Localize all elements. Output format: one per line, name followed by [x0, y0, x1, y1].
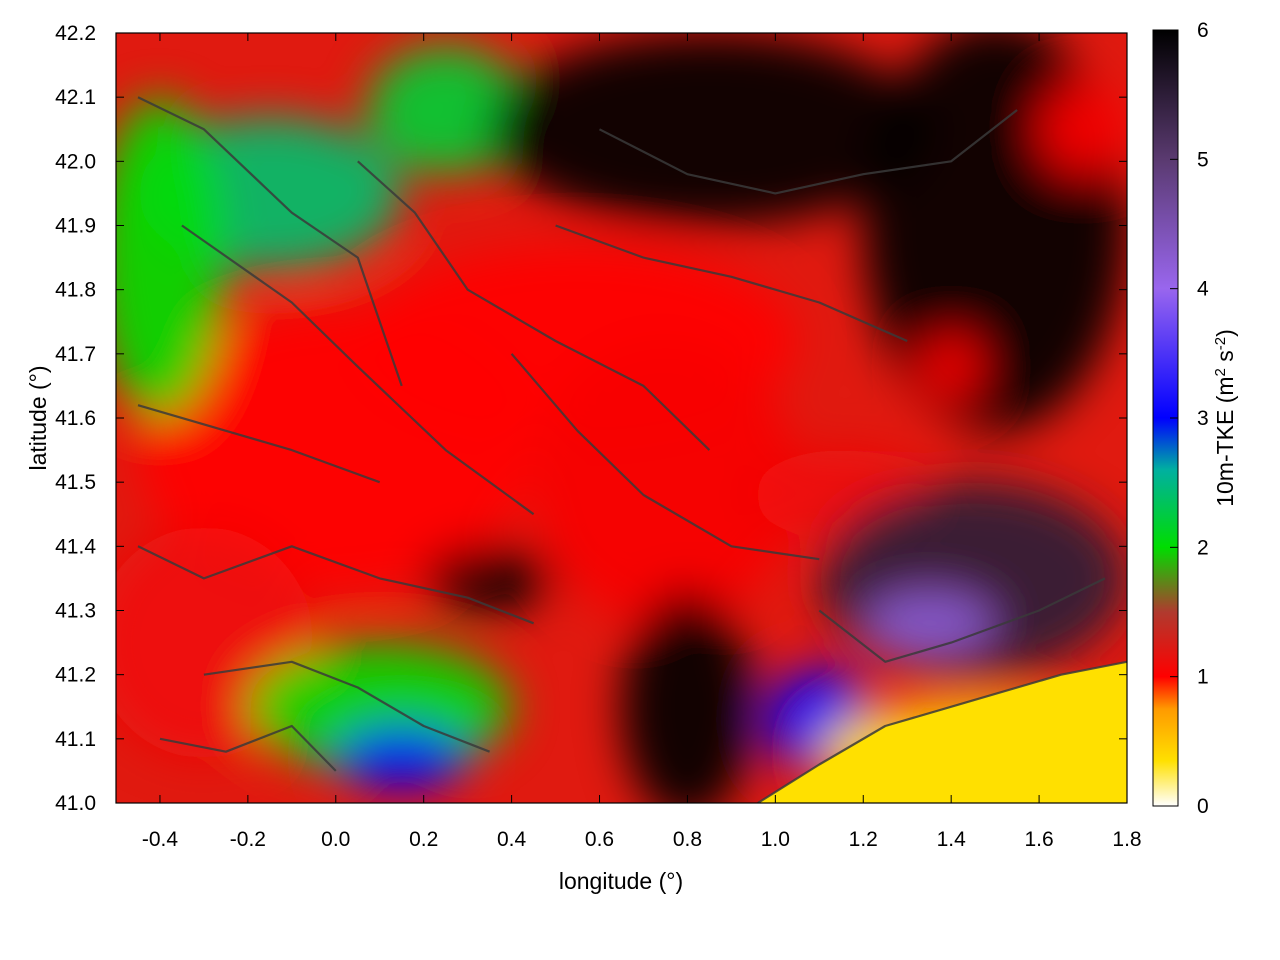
x-tick-label: 0.2 — [409, 828, 438, 851]
y-tick-label: 41.1 — [55, 728, 96, 751]
colorbar-tick-label: 3 — [1197, 407, 1209, 430]
terrain-contours — [137, 96, 1127, 803]
x-tick-label: 1.2 — [849, 828, 878, 851]
contour-line — [510, 353, 820, 561]
x-tick-label: 1.6 — [1024, 828, 1053, 851]
tke-field — [116, 33, 1127, 803]
field-region — [335, 726, 468, 791]
sea-region — [757, 661, 1127, 803]
contour-line — [137, 404, 381, 484]
x-tick-label: 0.6 — [585, 828, 614, 851]
y-tick-label: 42.1 — [55, 86, 96, 109]
colorbar-title-suffix: ) — [1212, 329, 1238, 337]
x-tick-label: 0.4 — [497, 828, 527, 851]
y-tick-label: 41.2 — [55, 664, 96, 687]
contour-line — [159, 724, 337, 772]
x-tick-label: 1.8 — [1112, 828, 1141, 851]
colorbar-title-mid: s — [1212, 350, 1238, 368]
contour-line — [598, 109, 1018, 195]
y-axis: 41.0 41.1 41.2 41.3 41.4 41.5 41.6 41.7 41.8 41.9… — [55, 22, 1127, 815]
field-region — [863, 33, 1127, 431]
colorbar-title-prefix: 10m-TKE (m — [1212, 376, 1238, 506]
x-tick-label: -0.4 — [142, 828, 179, 851]
field-region — [533, 341, 798, 624]
x-tick-label: -0.2 — [230, 828, 266, 851]
y-tick-label: 41.7 — [55, 343, 96, 366]
colorbar-tick-label: 2 — [1197, 536, 1209, 559]
field-region — [920, 334, 982, 399]
contour-line — [357, 160, 711, 451]
field-region — [366, 45, 525, 175]
field-region — [621, 591, 754, 803]
plot-area — [116, 33, 1127, 803]
y-tick-label: 41.4 — [55, 535, 96, 558]
y-tick-label: 42.0 — [55, 150, 96, 173]
contour-line — [818, 577, 1106, 663]
colorbar-tick-label: 0 — [1197, 795, 1209, 818]
contour-line — [181, 224, 535, 516]
contour-line — [555, 224, 908, 343]
x-tick-label: 1.4 — [937, 828, 967, 851]
y-tick-label: 41.5 — [55, 471, 96, 494]
colorbar-title: 10m-TKE (m2 s-2) — [1212, 329, 1239, 507]
contour-line — [757, 660, 1127, 803]
contour-line — [137, 96, 403, 387]
contour-line — [203, 660, 490, 753]
colorbar-tick-label: 5 — [1197, 148, 1209, 171]
y-tick-label: 41.0 — [55, 792, 96, 815]
field-region — [423, 546, 556, 611]
y-tick-label: 41.8 — [55, 279, 96, 302]
x-tick-label: 0.8 — [673, 828, 702, 851]
colorbar-tick-label: 4 — [1197, 278, 1209, 301]
y-tick-label: 41.9 — [55, 215, 96, 238]
y-tick-label: 41.3 — [55, 600, 96, 623]
colorbar-title-sup1: 2 — [1212, 368, 1229, 376]
field-region — [863, 591, 996, 656]
x-tick-label: 0.0 — [321, 828, 350, 851]
colorbar-title-sup2: -2 — [1212, 337, 1229, 350]
colorbar-ticks: 0 1 2 3 4 5 6 — [1170, 19, 1209, 818]
field-region — [116, 97, 226, 418]
x-axis-title: longitude (°) — [559, 868, 683, 894]
colorbar-tick-label: 1 — [1197, 666, 1209, 689]
y-tick-label: 42.2 — [55, 22, 96, 45]
x-tick-label: 1.0 — [761, 828, 790, 851]
x-axis: -0.4 -0.2 0.0 0.2 0.4 0.6 0.8 1.0 1.2 1.4 1.6 1.8 — [142, 33, 1142, 851]
contour-line — [137, 545, 534, 625]
y-axis-title: latitude (°) — [25, 365, 51, 470]
y-tick-label: 41.6 — [55, 407, 96, 430]
colorbar-tick-label: 6 — [1197, 19, 1209, 42]
field-region — [489, 33, 930, 226]
field-region — [1039, 84, 1127, 175]
